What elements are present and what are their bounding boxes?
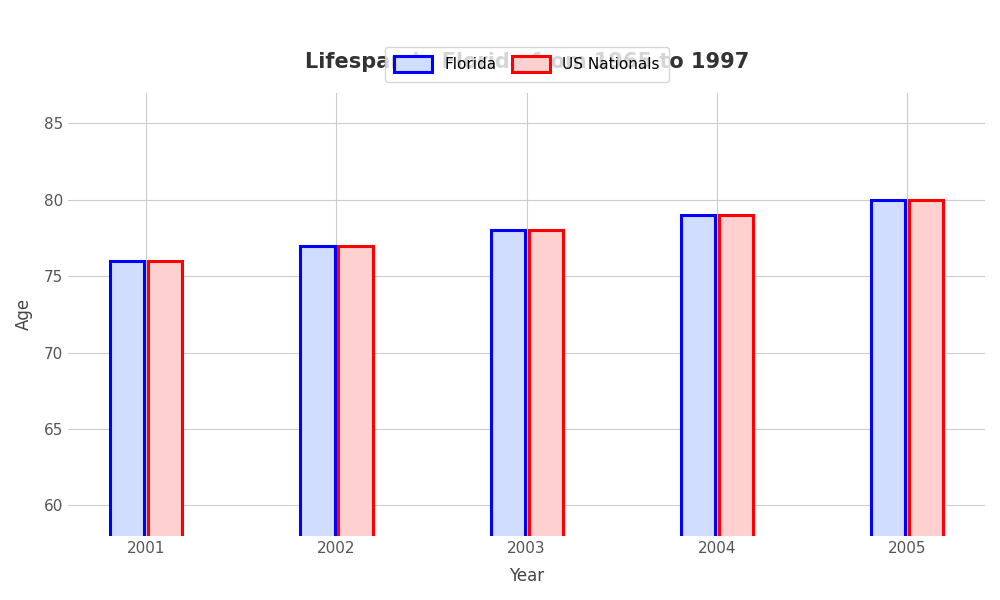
Bar xyxy=(338,245,373,600)
Bar xyxy=(491,230,525,600)
Bar xyxy=(681,215,715,600)
Bar xyxy=(719,215,753,600)
X-axis label: Year: Year xyxy=(509,567,544,585)
Y-axis label: Age: Age xyxy=(15,298,33,331)
Bar xyxy=(148,261,182,600)
Bar xyxy=(300,245,335,600)
Bar xyxy=(529,230,563,600)
Title: Lifespan in Florida from 1965 to 1997: Lifespan in Florida from 1965 to 1997 xyxy=(305,52,749,72)
Bar xyxy=(871,200,905,600)
Legend: Florida, US Nationals: Florida, US Nationals xyxy=(385,47,669,82)
Bar xyxy=(110,261,144,600)
Bar xyxy=(909,200,943,600)
